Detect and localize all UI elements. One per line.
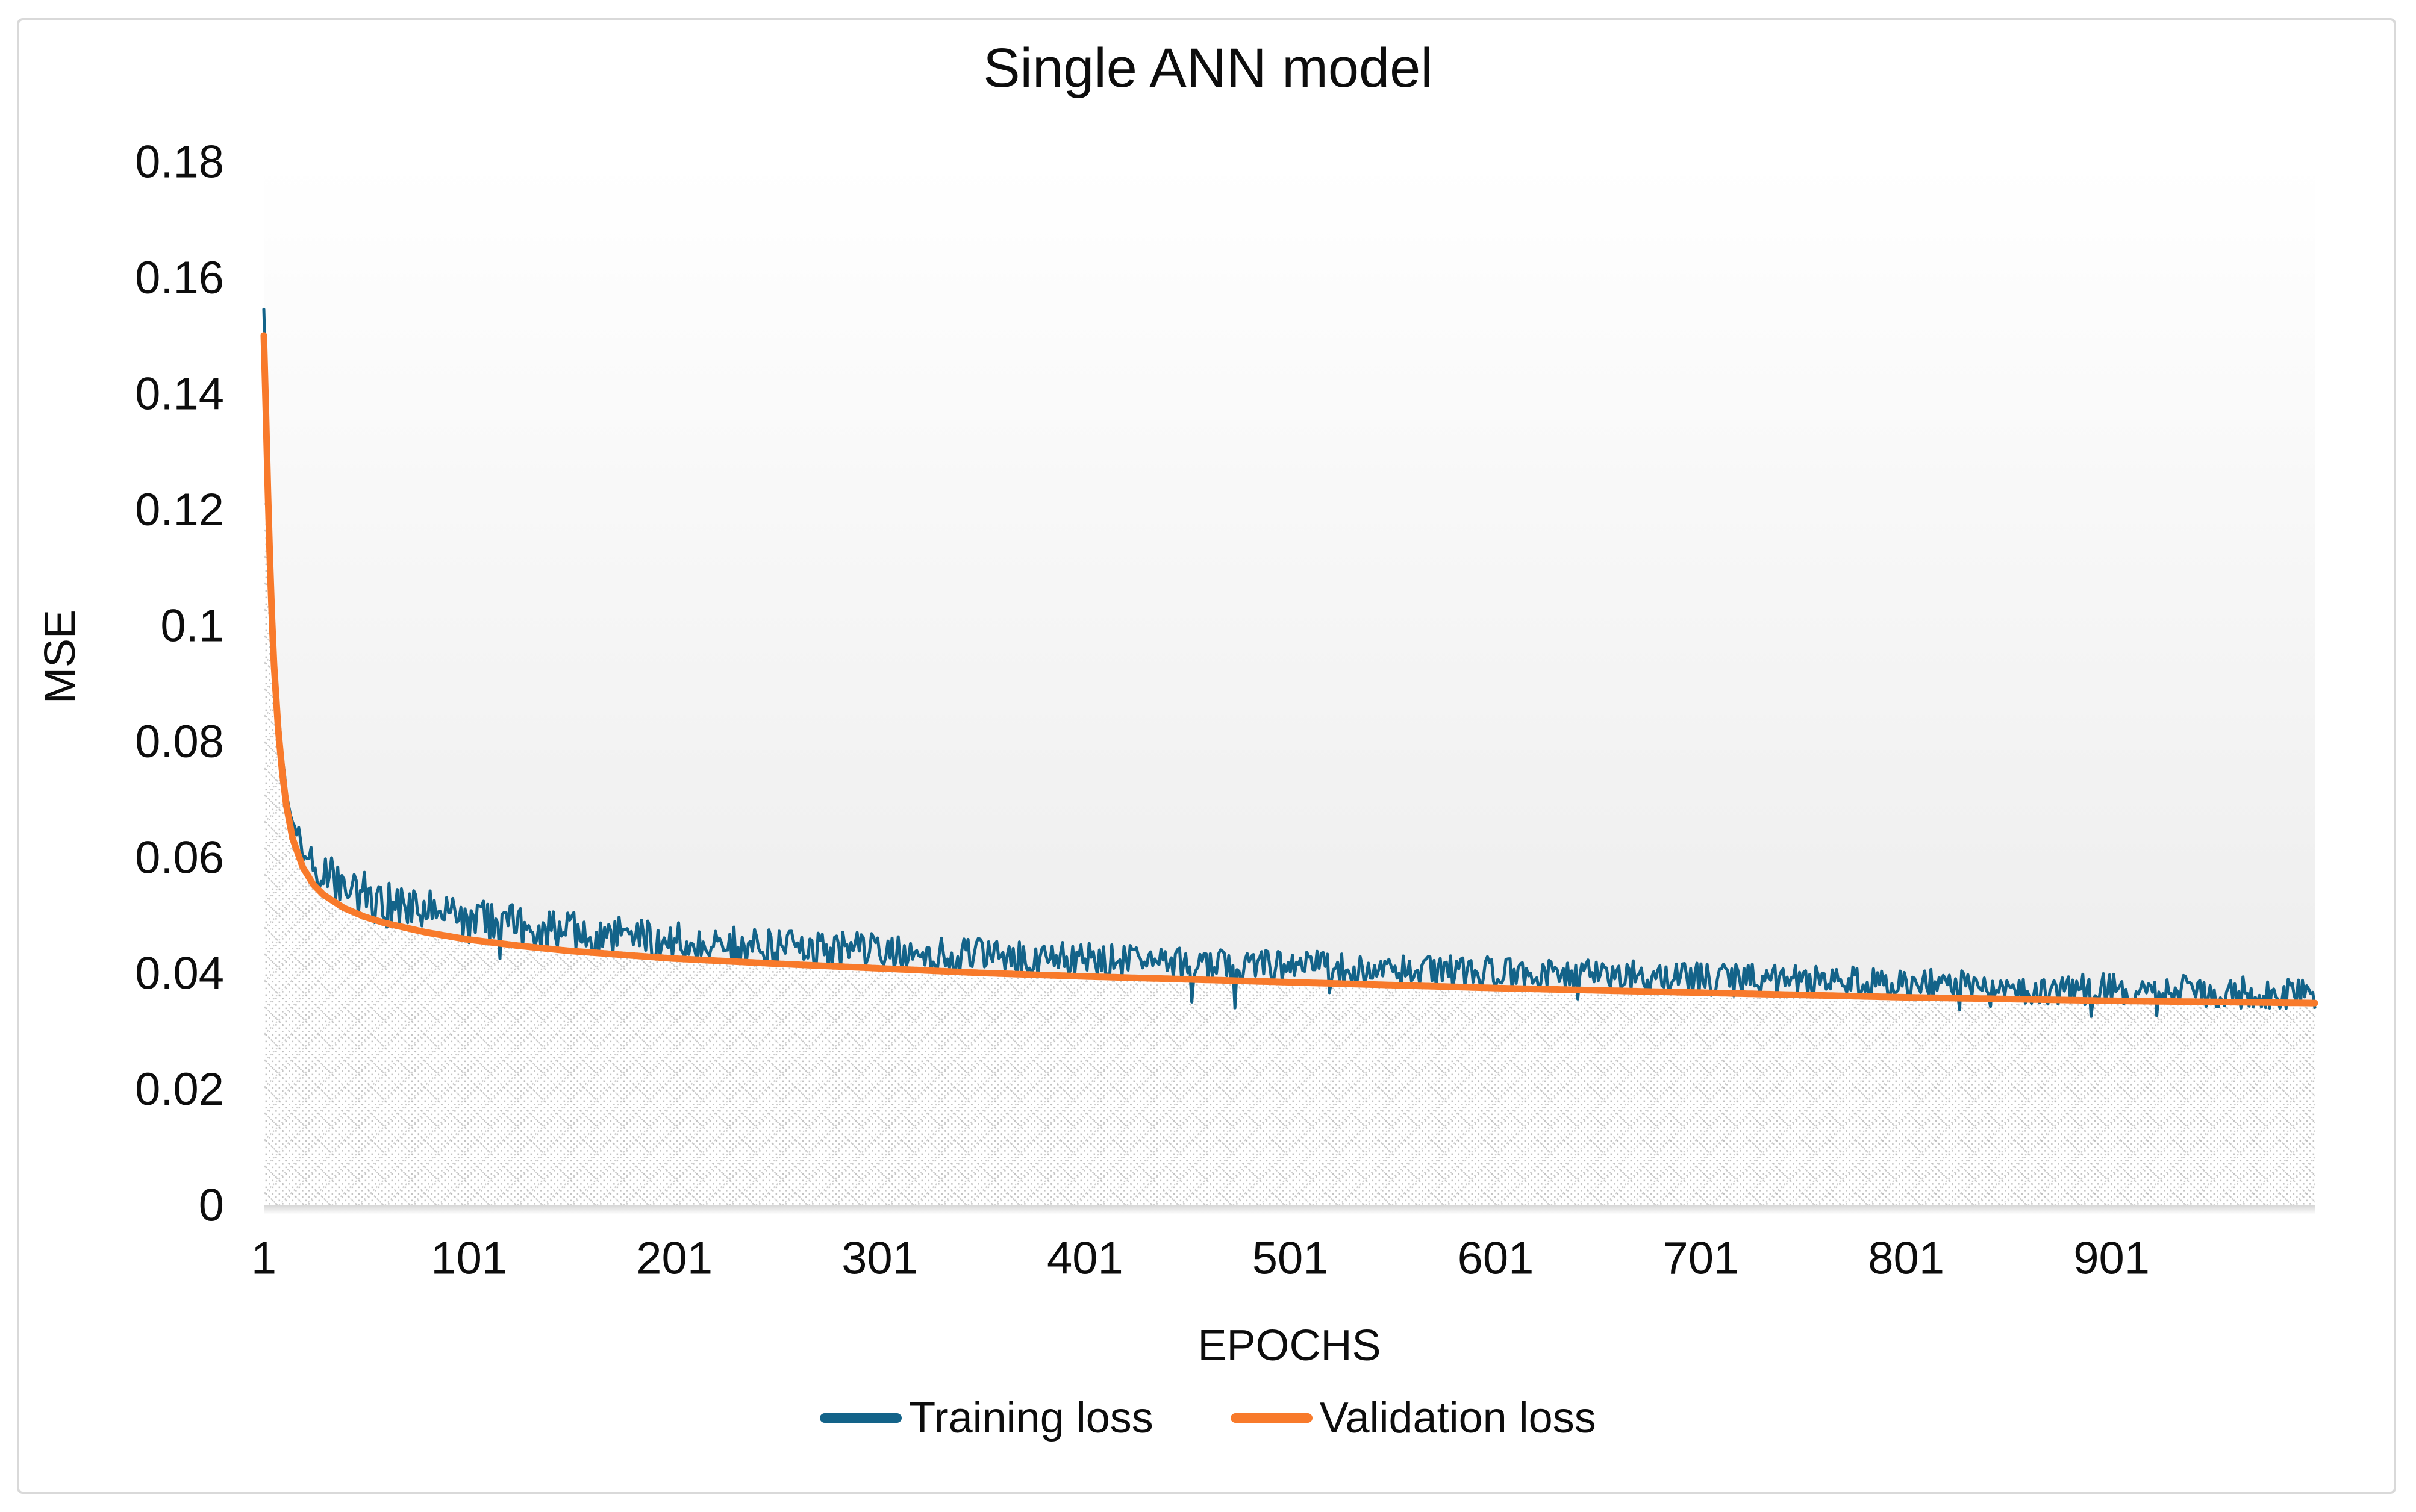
- x-axis-tick-labels: 1 101 201 301 401 501 601 701 801 901: [251, 1233, 2150, 1284]
- y-tick-label: 0: [199, 1180, 224, 1231]
- x-tick-label: 501: [1252, 1233, 1329, 1284]
- legend-item-training-loss: Training loss: [820, 1393, 1153, 1443]
- training-loss-line: [262, 307, 2317, 1018]
- y-tick-label: 0.08: [135, 716, 224, 767]
- x-tick-label: 801: [1868, 1233, 1944, 1284]
- chart-title: Single ANN model: [983, 37, 1433, 99]
- y-tick-label: 0.06: [135, 832, 224, 883]
- legend-label-training-loss: Training loss: [909, 1394, 1153, 1442]
- legend-item-validation-loss: Validation loss: [1230, 1393, 1596, 1443]
- y-tick-label: 0.14: [135, 368, 224, 419]
- x-tick-label: 201: [636, 1233, 713, 1284]
- y-tick-label: 0.18: [135, 137, 224, 188]
- training-loss-swatch: [820, 1413, 902, 1423]
- y-tick-label: 0.16: [135, 252, 224, 304]
- y-tick-label: 0.02: [135, 1064, 224, 1115]
- plot-bottom-shadow: [264, 1205, 2315, 1214]
- x-tick-label: 901: [2073, 1233, 2150, 1284]
- legend-label-validation-loss: Validation loss: [1319, 1394, 1596, 1442]
- y-tick-label: 0.04: [135, 948, 224, 999]
- validation-loss-line: [260, 332, 2318, 1007]
- x-tick-label: 601: [1458, 1233, 1534, 1284]
- legend: Training loss Validation loss: [0, 1389, 2416, 1447]
- x-tick-label: 401: [1047, 1233, 1123, 1284]
- x-tick-label: 1: [251, 1233, 276, 1284]
- x-axis-title: EPOCHS: [1197, 1322, 1381, 1370]
- x-tick-label: 101: [431, 1233, 507, 1284]
- x-tick-label: 301: [841, 1233, 918, 1284]
- x-tick-label: 701: [1662, 1233, 1739, 1284]
- y-axis-title: MSE: [36, 609, 84, 704]
- y-tick-label: 0.12: [135, 484, 224, 536]
- y-tick-label: 0.1: [160, 600, 224, 651]
- validation-loss-swatch: [1230, 1413, 1313, 1423]
- y-axis-tick-labels: 0 0.02 0.04 0.06 0.08 0.1 0.12 0.14 0.16 0.18: [135, 137, 224, 1231]
